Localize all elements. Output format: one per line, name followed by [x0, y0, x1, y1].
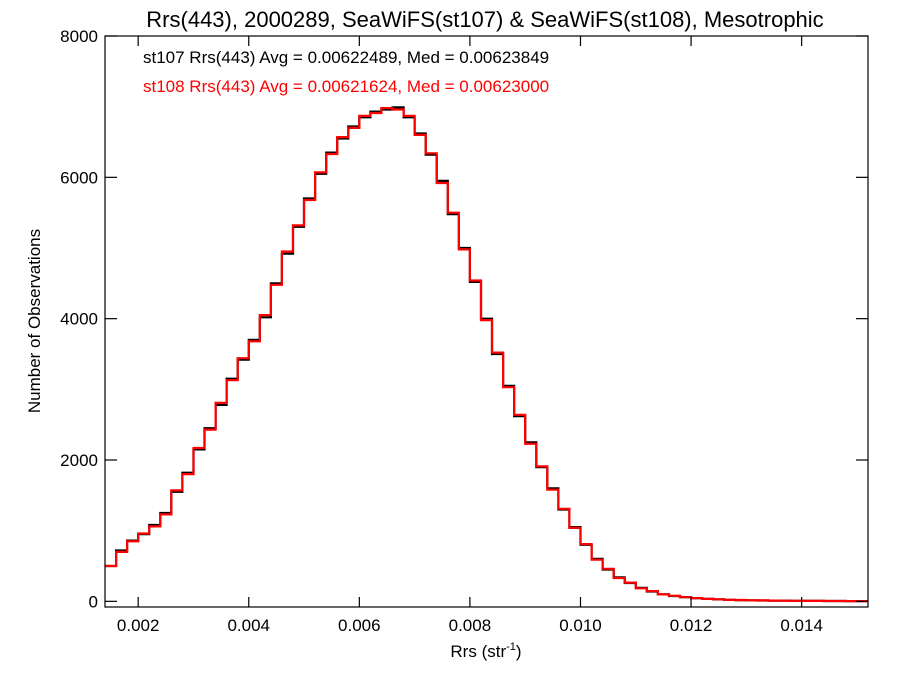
y-axis-label: Number of Observations [25, 229, 44, 413]
series-layer [105, 106, 868, 603]
chart-title: Rrs(443), 2000289, SeaWiFS(st107) & SeaW… [146, 7, 823, 32]
annotation-st108: st108 Rrs(443) Avg = 0.00621624, Med = 0… [143, 77, 549, 96]
x-tick-label: 0.006 [338, 616, 381, 635]
x-axis-label: Rrs (str-1) [450, 641, 521, 661]
x-axis-label-sup: -1 [506, 641, 516, 653]
y-axis: 0 2000 4000 6000 8000 [60, 27, 868, 611]
x-axis-label-main: Rrs (str [450, 642, 506, 661]
x-tick-label: 0.008 [449, 616, 492, 635]
x-tick-label: 0.002 [117, 616, 160, 635]
x-tick-label: 0.014 [780, 616, 823, 635]
y-tick-label: 2000 [60, 451, 98, 470]
y-tick-label: 6000 [60, 168, 98, 187]
plot-frame [104, 35, 869, 608]
x-axis: 0.002 0.004 0.006 0.008 0.010 0.012 0.014 [117, 36, 823, 635]
y-tick-label: 0 [89, 592, 98, 611]
annotation-st107: st107 Rrs(443) Avg = 0.00622489, Med = 0… [143, 48, 549, 67]
x-tick-label: 0.004 [227, 616, 270, 635]
y-tick-label: 8000 [60, 27, 98, 46]
x-axis-label-end: ) [516, 642, 522, 661]
series-st108 [105, 107, 868, 603]
x-tick-label: 0.012 [670, 616, 713, 635]
y-tick-label: 4000 [60, 310, 98, 329]
x-tick-label: 0.010 [559, 616, 602, 635]
series-st107 [105, 106, 868, 603]
